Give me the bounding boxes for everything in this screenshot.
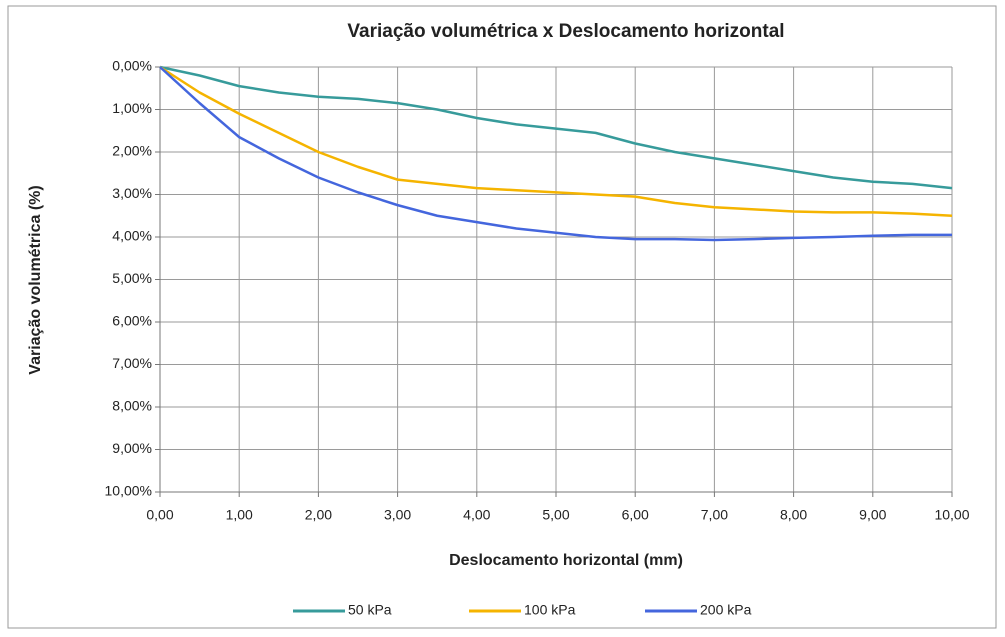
y-tick-label: 1,00% bbox=[112, 100, 152, 116]
chart-title: Variação volumétrica x Deslocamento hori… bbox=[347, 21, 784, 42]
x-axis-title: Deslocamento horizontal (mm) bbox=[449, 552, 683, 569]
y-tick-label: 6,00% bbox=[112, 313, 152, 329]
y-tick-label: 4,00% bbox=[112, 228, 152, 244]
data-line bbox=[159, 65, 953, 190]
y-tick-label: 8,00% bbox=[112, 398, 152, 414]
x-tick-label: 4,00 bbox=[463, 507, 490, 523]
legend-label: 200 kPa bbox=[700, 602, 752, 618]
y-tick-label: 10,00% bbox=[105, 483, 152, 499]
x-tick-label: 9,00 bbox=[859, 507, 886, 523]
y-tick-label: 0,00% bbox=[112, 58, 152, 74]
x-tick-label: 5,00 bbox=[542, 507, 569, 523]
x-tick-label: 8,00 bbox=[780, 507, 807, 523]
x-tick-label: 7,00 bbox=[701, 507, 728, 523]
x-tick-label: 6,00 bbox=[622, 507, 649, 523]
legend-label: 100 kPa bbox=[524, 602, 576, 618]
y-axis-title: Variação volumétrica (%) bbox=[27, 185, 44, 374]
y-tick-label: 5,00% bbox=[112, 270, 152, 286]
chart-border bbox=[7, 5, 997, 629]
x-tick-label: 10,00 bbox=[934, 507, 969, 523]
x-tick-label: 2,00 bbox=[305, 507, 332, 523]
y-tick-label: 7,00% bbox=[112, 355, 152, 371]
x-tick-label: 1,00 bbox=[226, 507, 253, 523]
x-tick-label: 3,00 bbox=[384, 507, 411, 523]
legend-label: 50 kPa bbox=[348, 602, 392, 618]
y-tick-label: 9,00% bbox=[112, 440, 152, 456]
y-tick-label: 3,00% bbox=[112, 185, 152, 201]
y-tick-label: 2,00% bbox=[112, 143, 152, 159]
x-tick-label: 0,00 bbox=[146, 507, 173, 523]
data-line bbox=[159, 65, 953, 217]
data-line bbox=[159, 66, 952, 242]
